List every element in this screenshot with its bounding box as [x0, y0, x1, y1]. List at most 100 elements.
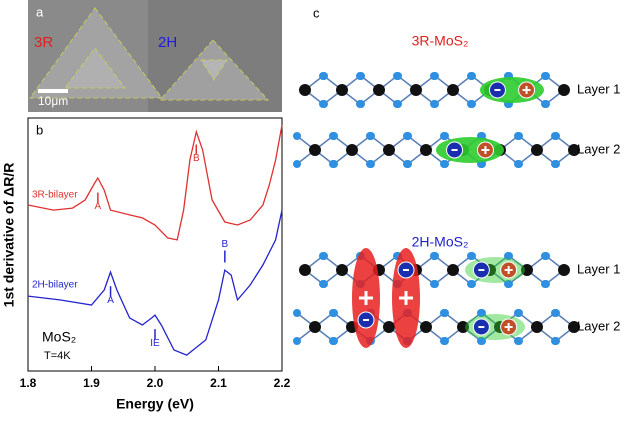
flake-2h-inner: [200, 59, 228, 81]
peak-label: IE: [150, 338, 160, 349]
mo-atom: [457, 321, 469, 333]
mo-atom: [410, 84, 422, 96]
panel-label: b: [36, 122, 43, 137]
mo-atom: [531, 321, 543, 333]
mo-atom: [531, 144, 543, 156]
sulfur-atom: [515, 160, 523, 168]
sulfur-atom: [330, 132, 338, 140]
sulfur-atom: [330, 309, 338, 317]
sulfur-atom: [552, 337, 560, 345]
mo-atom: [336, 84, 348, 96]
mo-atom: [447, 84, 459, 96]
sulfur-atom: [478, 337, 486, 345]
mo-atom: [346, 144, 358, 156]
sulfur-atom: [431, 280, 439, 288]
sign: [504, 323, 513, 331]
sulfur-atom: [293, 309, 301, 317]
sulfur-atom: [367, 160, 375, 168]
sulfur-atom: [515, 132, 523, 140]
peak-label: A: [107, 295, 114, 306]
sulfur-atom: [330, 160, 338, 168]
panel-label: a: [36, 4, 44, 19]
sulfur-atom: [515, 309, 523, 317]
mo-atom: [521, 264, 533, 276]
x-tick-label: 2.0: [147, 376, 164, 390]
sulfur-atom: [468, 252, 476, 260]
layer-label: Layer 2: [577, 141, 620, 156]
sulfur-atom: [552, 160, 560, 168]
sulfur-atom: [542, 280, 550, 288]
layer-label: Layer 2: [577, 318, 620, 333]
sulfur-atom: [320, 252, 328, 260]
sulfur-atom: [293, 132, 301, 140]
x-axis-label: Energy (eV): [116, 396, 194, 412]
peak-label: A: [95, 201, 102, 212]
lattice-panel: [293, 72, 580, 348]
sulfur-atom: [431, 252, 439, 260]
sulfur-atom: [515, 337, 523, 345]
x-tick-label: 2.1: [210, 376, 227, 390]
sulfur-atom: [542, 72, 550, 80]
mo-atom: [420, 321, 432, 333]
mo-atom: [336, 264, 348, 276]
mo-atom: [309, 144, 321, 156]
peak-label: B: [193, 153, 200, 164]
sulfur-atom: [293, 160, 301, 168]
layer-label: Layer 1: [577, 261, 620, 276]
sulfur-atom: [552, 309, 560, 317]
data-line: [27, 124, 283, 241]
sulfur-atom: [320, 100, 328, 108]
x-tick-label: 1.8: [20, 376, 37, 390]
panel-label: c: [313, 5, 320, 20]
sulfur-atom: [468, 72, 476, 80]
mo-atom: [447, 264, 459, 276]
y-axis-label: 1st derivative of ΔR/R: [1, 163, 17, 308]
series-label: 2H-bilayer: [32, 280, 78, 291]
sulfur-atom: [468, 100, 476, 108]
sulfur-atom: [320, 280, 328, 288]
structure-title: 3R-MoS₂: [412, 33, 469, 49]
sulfur-atom: [478, 309, 486, 317]
sign: [399, 291, 413, 305]
mo-atom: [383, 144, 395, 156]
x-tick-label: 1.9: [83, 376, 100, 390]
sulfur-atom: [441, 337, 449, 345]
sulfur-atom: [441, 160, 449, 168]
sulfur-atom: [441, 132, 449, 140]
sign: [522, 86, 531, 94]
scale-bar-label: 10μm: [38, 94, 68, 108]
sulfur-atom: [394, 72, 402, 80]
sulfur-atom: [505, 252, 513, 260]
sulfur-atom: [431, 72, 439, 80]
scale-bar: [38, 89, 68, 93]
mo-atom: [558, 264, 570, 276]
mo-atom: [383, 321, 395, 333]
mo-atom: [299, 84, 311, 96]
sign: [504, 266, 513, 274]
sulfur-atom: [394, 100, 402, 108]
mo-atom: [568, 144, 580, 156]
label-3r: 3R: [34, 34, 53, 51]
mo-atom: [309, 321, 321, 333]
sulfur-atom: [357, 72, 365, 80]
sulfur-atom: [552, 132, 560, 140]
sulfur-atom: [330, 337, 338, 345]
sulfur-atom: [293, 337, 301, 345]
layer-label: Layer 1: [577, 81, 620, 96]
peak-label: B: [222, 239, 229, 250]
sulfur-atom: [441, 309, 449, 317]
sulfur-atom: [404, 132, 412, 140]
sulfur-atom: [357, 100, 365, 108]
temperature-label: T=4K: [44, 350, 71, 362]
sign: [481, 146, 490, 154]
x-tick-label: 2.2: [274, 376, 291, 390]
sulfur-atom: [320, 72, 328, 80]
data-line: [27, 209, 283, 356]
sulfur-atom: [404, 160, 412, 168]
sulfur-atom: [468, 280, 476, 288]
label-2h: 2H: [158, 34, 177, 51]
sulfur-atom: [542, 100, 550, 108]
mo-atom: [299, 264, 311, 276]
mo-atom: [558, 84, 570, 96]
